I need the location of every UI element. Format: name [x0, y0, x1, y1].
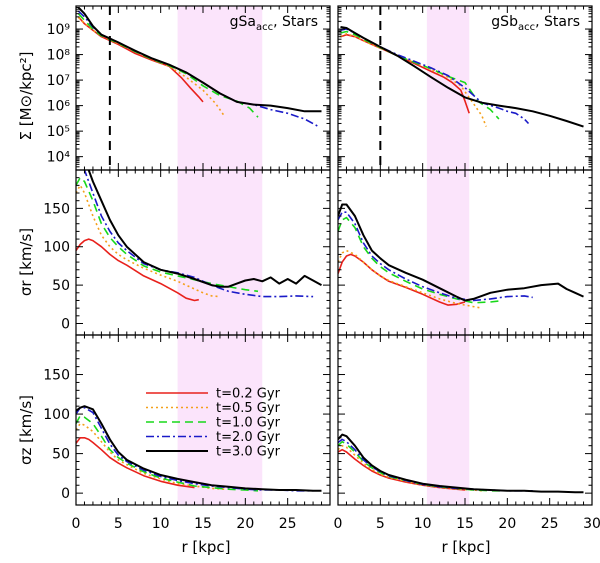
ytick-label-sigma: 10⁴	[47, 150, 71, 166]
ytick-label-sigma_r: 150	[43, 201, 70, 217]
xtick-label-left: 20	[236, 516, 254, 532]
panel-title-gsb: gSbacc, Stars	[491, 14, 580, 33]
ytick-label-sigma_r: 50	[52, 278, 70, 294]
xtick-label-right: 5	[376, 516, 385, 532]
curve-gsa-sigma_z-t3.0	[76, 405, 322, 492]
curve-gsa-sigma_z-t0.5	[76, 422, 225, 490]
curve-gsb-sigma_r-t3.0	[338, 203, 584, 302]
xtick-label-left: 10	[152, 516, 170, 532]
legend-label-t1.0: t=1.0 Gyr	[216, 416, 281, 431]
xlabel-right: r [kpc]	[441, 538, 490, 556]
curve-gsa-sigma_r-t0.2	[76, 238, 199, 302]
curve-gsa-sigma-t0.2	[77, 16, 204, 103]
curve-gsb-sigma-t1.0	[340, 30, 500, 120]
curve-gsb-sigma_r-t2.0	[338, 211, 533, 302]
ylabel-sigma-r: σr [km/s]	[17, 228, 35, 296]
curves-gsa-sigma	[77, 6, 322, 127]
ytick-label-sigma_z: 100	[43, 407, 70, 423]
xtick-label-left: 5	[114, 516, 123, 532]
curves-gsb-sigma_z	[338, 433, 584, 494]
ytick-label-sigma: 10⁵	[47, 124, 70, 140]
band-gsb-sigma_z	[426, 335, 470, 505]
curve-gsb-sigma_z-t3.0	[338, 433, 584, 494]
legend-label-t3.0: t=3.0 Gyr	[216, 445, 281, 460]
ytick-label-sigma_z: 50	[52, 447, 70, 463]
band-gsa-sigma_z	[177, 335, 263, 505]
legend-label-t0.2: t=0.2 Gyr	[216, 387, 281, 402]
xtick-label-left: 15	[194, 516, 212, 532]
axis-ticks	[75, 5, 593, 505]
ytick-label-sigma: 10⁶	[47, 99, 71, 115]
data-curves	[76, 6, 584, 494]
curve-gsa-sigma_r-t0.5	[76, 184, 220, 298]
curves-gsb-sigma_r	[338, 203, 584, 309]
highlight-bands	[177, 6, 470, 505]
panel-title-gsa: gSaacc, Stars	[230, 14, 318, 33]
xtick-label-right: 30	[583, 516, 600, 532]
band-gsb-sigma_r	[426, 170, 470, 335]
curve-gsb-sigma_r-t0.5	[338, 249, 483, 309]
panel-frames	[75, 5, 593, 506]
xtick-label-right: 15	[456, 516, 474, 532]
xlabel-left: r [kpc]	[181, 538, 230, 556]
curve-gsb-sigma_r-t1.0	[338, 216, 504, 304]
curve-gsb-sigma_r-t0.2	[338, 253, 466, 306]
ytick-label-sigma_z: 150	[43, 368, 70, 384]
curve-gsa-sigma-t2.0	[77, 10, 318, 127]
reference-lines	[108, 6, 382, 170]
ylabel-sigma-z: σz [km/s]	[17, 395, 35, 465]
xtick-label-left: 0	[72, 516, 81, 532]
curve-gsa-sigma_r-t3.0	[87, 170, 322, 288]
curve-gsa-sigma_r-t1.0	[76, 176, 259, 293]
ytick-label-sigma: 10⁸	[47, 48, 71, 64]
ytick-label-sigma_z: 0	[61, 486, 70, 502]
curves-gsa-sigma_z	[76, 405, 322, 492]
ytick-label-sigma_r: 0	[61, 316, 70, 332]
curves-gsb-sigma	[340, 26, 584, 128]
curve-gsa-sigma_z-t0.2	[76, 436, 195, 489]
xtick-label-right: 0	[334, 516, 343, 532]
ytick-label-sigma: 10⁹	[47, 22, 71, 38]
legend-label-t0.5: t=0.5 Gyr	[216, 401, 281, 416]
curve-gsa-sigma_z-t2.0	[76, 406, 314, 492]
curve-gsa-sigma-t3.0	[77, 6, 322, 113]
ytick-label-sigma_r: 100	[43, 240, 70, 256]
ytick-label-sigma: 10⁷	[47, 73, 70, 89]
xtick-label-right: 20	[498, 516, 516, 532]
curves-gsa-sigma_r	[76, 170, 322, 302]
ylabel-sigma: Σ [M⊙/kpc²]	[17, 52, 35, 141]
xtick-label-left: 25	[279, 516, 297, 532]
curve-gsb-sigma-t3.0	[340, 26, 584, 128]
xtick-label-right: 25	[541, 516, 559, 532]
curve-gsa-sigma_z-t1.0	[76, 414, 259, 492]
band-gsa-sigma	[177, 6, 263, 170]
legend-label-t2.0: t=2.0 Gyr	[216, 430, 281, 445]
band-gsa-sigma_r	[177, 170, 263, 335]
xtick-label-right: 10	[414, 516, 432, 532]
